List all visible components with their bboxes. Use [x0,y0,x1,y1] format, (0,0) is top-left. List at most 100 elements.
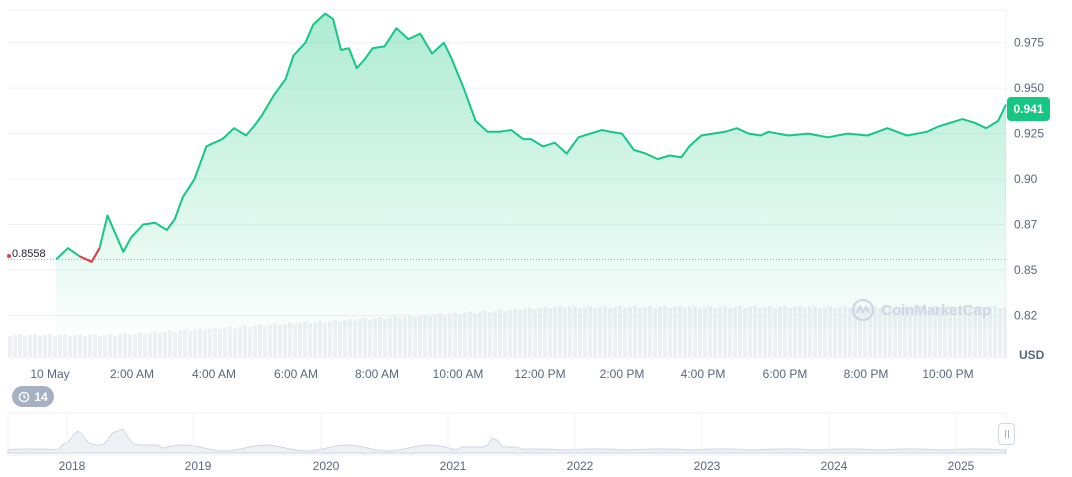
volume-bar [443,315,447,358]
volume-bar [563,308,567,358]
volume-bar [253,325,257,358]
volume-bar [408,315,412,358]
volume-bar [598,307,602,358]
volume-bar [383,318,387,358]
volume-bar [588,306,592,358]
volume-bar [53,336,57,358]
volume-bar [313,322,317,358]
volume-bar [458,314,462,358]
history-navigator[interactable] [7,412,1007,456]
volume-bar [328,321,332,358]
volume-bar [418,315,422,358]
range-drag-handle[interactable] [998,423,1015,445]
y-tick-label: 0.87 [1014,218,1038,232]
history-year-label: 2023 [694,459,721,473]
volume-bar [508,309,512,358]
volume-bar [738,306,742,358]
volume-bar [643,307,647,358]
volume-bar [673,307,677,358]
volume-bar [818,308,822,358]
volume-bar [438,313,442,358]
y-tick-label: 0.975 [1014,36,1044,50]
volume-bar [113,335,117,358]
volume-bar [498,309,502,358]
x-tick-label: 2:00 PM [600,367,645,381]
volume-bar [623,308,627,358]
volume-bar [533,309,537,358]
volume-bar [48,334,52,358]
volume-bar [848,308,852,358]
history-year-label: 2019 [185,459,212,473]
y-tick-label: 0.90 [1014,172,1038,186]
volume-bar [283,324,287,358]
volume-bar [158,332,162,358]
volume-bar [108,333,112,358]
volume-bar [38,336,42,358]
volume-bar [768,306,772,358]
volume-bar [888,306,892,358]
volume-bar [873,306,877,358]
volume-bar [323,322,327,358]
x-tick-label: 6:00 AM [274,367,318,381]
volume-bar [228,326,232,358]
x-tick-label: 10:00 PM [922,367,973,381]
volume-bar [513,308,517,358]
volume-bar [223,327,227,358]
history-sparkline [7,428,1007,454]
volume-bar [853,307,857,358]
open-price-label: 0.8558 [12,248,46,260]
price-line[interactable] [55,12,1007,263]
volume-bar [518,310,522,358]
volume-bar [368,319,372,358]
volume-bar [778,307,782,358]
volume-bar [33,334,37,358]
volume-bar [293,324,297,358]
x-tick-label: 10:00 AM [433,367,484,381]
volume-bar [793,307,797,358]
volume-bar [693,306,697,358]
volume-bar [463,312,467,358]
volume-bar [748,307,752,358]
current-price-badge: 0.941 [1007,97,1050,121]
volume-bar [758,308,762,358]
volume-bar [698,308,702,358]
volume-bar [213,327,217,358]
volume-bar [743,308,747,358]
volume-bar [183,329,187,358]
y-tick-label: 0.85 [1014,263,1038,277]
volume-bar [708,306,712,358]
volume-bar [668,308,672,358]
y-axis: 0.975 0.950 0.925 0.90 0.87 0.85 0.82 [1014,36,1044,323]
price-line-down-segment [79,247,101,264]
volume-bar [558,306,562,358]
volume-bar [333,319,337,358]
volume-bar [103,335,107,358]
volume-bar [918,306,922,358]
volume-bar [943,307,947,358]
volume-bar [63,334,67,358]
volume-bar [908,308,912,358]
x-tick-label: 6:00 PM [763,367,808,381]
volume-bar [788,308,792,358]
x-tick-label: 4:00 AM [192,367,236,381]
volume-bar [413,316,417,358]
y-tick-label: 0.925 [1014,127,1044,141]
volume-bar [733,307,737,358]
volume-bar [798,306,802,358]
volume-bar [898,307,902,358]
volume-bar [753,306,757,358]
volume-bar [123,333,127,358]
volume-bar [703,307,707,358]
volume-bar [378,317,382,358]
volume-bar [503,311,507,358]
volume-bar [433,314,437,358]
volume-bar [43,335,47,358]
volume-bar [273,323,277,358]
volume-bar [628,307,632,358]
volume-bar [288,322,292,358]
x-tick-label: 8:00 AM [355,367,399,381]
volume-bar [163,331,167,358]
history-range-button[interactable]: 14 [12,386,54,407]
volume-bar [143,333,147,358]
